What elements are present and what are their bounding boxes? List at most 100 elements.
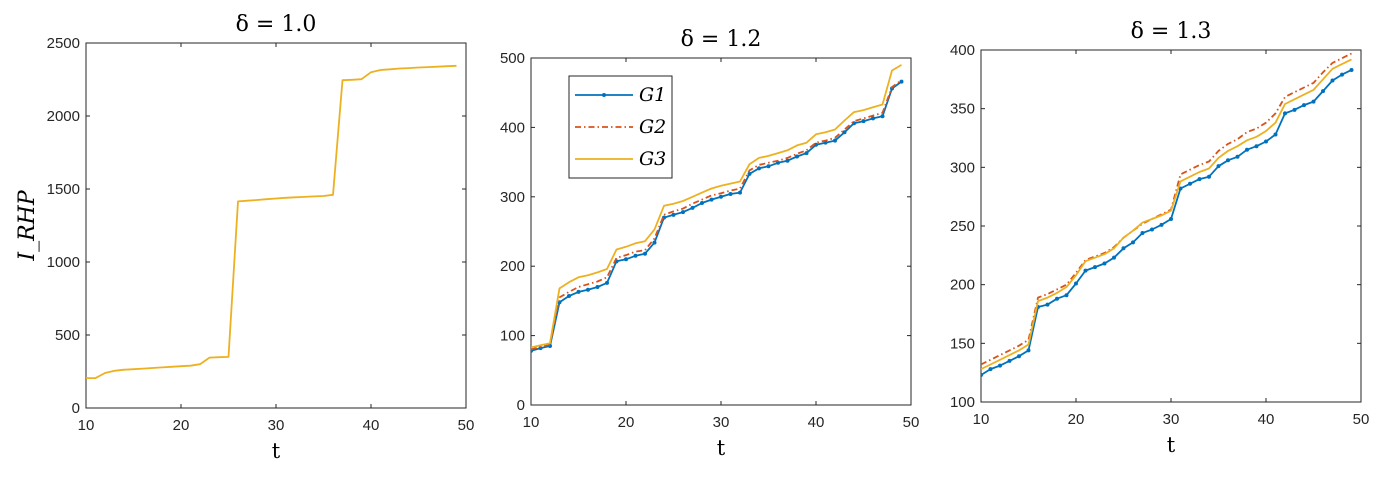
x-tick-label: 50 [1353,411,1370,428]
data-point [1045,302,1050,307]
y-tick-label: 100 [500,328,525,345]
series-line-g2 [981,52,1352,366]
x-tick-label: 30 [1163,411,1180,428]
y-tick-label: 150 [950,335,975,352]
data-point [1093,265,1097,270]
data-point [1302,103,1306,108]
series-line-g3 [981,58,1352,370]
x-tick-label: 30 [268,417,285,434]
data-point [652,240,657,245]
y-axis-label: I_RHP [15,189,40,261]
data-point [899,79,904,84]
y-tick-label: 250 [950,218,975,235]
panel-3: 10 20 30 40 50 100 150 200 250 300 350 400 δ = 1.3 t [950,19,1369,457]
data-point [1140,231,1145,236]
data-point [633,253,638,258]
series-line-main [86,64,457,380]
x-tick-label: 40 [808,414,825,431]
y-tick-label: 0 [72,400,80,417]
series-line-g1 [981,69,1352,376]
data-point [747,171,752,176]
data-point [861,119,866,124]
data-point [785,158,790,163]
data-point [1131,240,1135,245]
data-point [1064,293,1069,298]
data-point [1159,222,1164,227]
data-point [643,251,647,256]
data-point [1083,268,1088,273]
data-point [700,201,704,206]
data-point [1112,255,1116,260]
data-point [804,151,809,156]
x-axis-label: t [272,439,281,463]
x-tick-label: 10 [523,414,540,431]
data-point [1330,78,1335,83]
data-point [998,363,1002,368]
series-line-g1 [531,80,903,352]
data-point [1007,358,1012,363]
data-point [690,205,695,210]
data-point [1017,354,1021,359]
data-point [567,294,571,299]
x-tick-label: 50 [458,417,475,434]
data-point [1340,72,1344,77]
data-point [1074,281,1078,286]
data-point [538,346,543,351]
x-tick-label: 20 [1068,411,1085,428]
data-point [1188,181,1192,186]
data-point [605,280,609,285]
data-point [586,287,590,292]
data-point [1102,261,1107,266]
data-point [842,130,847,135]
x-tick-label: 20 [618,414,635,431]
data-point [709,197,714,202]
data-point [1264,139,1268,144]
x-tick-label: 10 [973,411,990,428]
data-point [1292,107,1297,112]
data-point [1349,67,1354,72]
x-tick-label: 30 [713,414,730,431]
chart-title: δ = 1.2 [681,27,762,52]
data-point [1121,246,1126,251]
data-point [576,289,581,294]
data-point [1197,177,1202,182]
legend-entry: G3 [639,148,666,170]
x-tick-label: 10 [78,417,95,434]
data-point [1235,154,1240,159]
data-point [1245,147,1249,152]
y-tick-label: 200 [500,258,525,275]
legend-entry: G1 [639,84,666,106]
y-tick-label: 500 [500,50,525,67]
data-point [814,142,818,147]
data-point [766,164,771,169]
data-point [671,212,676,217]
data-point [595,285,600,290]
data-point [1150,227,1154,232]
y-tick-label: 400 [500,119,525,136]
y-tick-label: 300 [500,189,525,206]
y-tick-label: 2000 [47,108,80,125]
legend-marker [602,93,606,97]
data-point [1226,158,1230,163]
x-tick-label: 40 [1258,411,1275,428]
y-tick-label: 400 [950,42,975,59]
data-point [1026,348,1031,353]
y-tick-label: 200 [950,277,975,294]
series-line-g2 [531,79,903,351]
series-line-g3 [531,64,902,349]
data-point [1273,132,1278,137]
data-point [988,367,993,372]
data-point [852,121,856,126]
data-point [981,373,983,378]
data-point [1311,99,1316,104]
data-point [1055,296,1059,301]
data-point [728,192,733,197]
y-tick-label: 500 [55,327,80,344]
y-tick-label: 100 [950,394,975,411]
x-tick-label: 40 [363,417,380,434]
x-axis-label: t [717,436,726,460]
chart-title: δ = 1.0 [236,12,317,37]
data-point [1321,89,1325,94]
data-point [795,154,799,159]
